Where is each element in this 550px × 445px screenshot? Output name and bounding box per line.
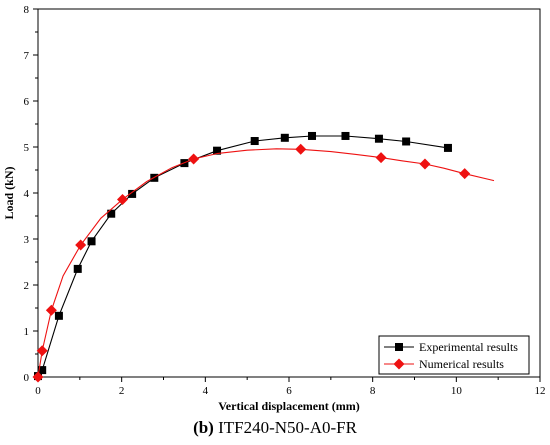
legend-diamond-marker bbox=[393, 358, 405, 370]
numerical-point bbox=[32, 371, 44, 383]
x-tick-label: 8 bbox=[370, 385, 376, 397]
x-tick-label: 2 bbox=[119, 385, 125, 397]
series-numerical bbox=[32, 143, 495, 383]
experimental-point bbox=[38, 366, 47, 375]
x-tick-label: 4 bbox=[203, 385, 209, 397]
x-axis-label: Vertical displacement (mm) bbox=[218, 399, 360, 413]
numerical-point bbox=[295, 143, 307, 155]
numerical-line bbox=[37, 148, 495, 378]
y-tick-label: 7 bbox=[24, 50, 30, 62]
series-layer bbox=[32, 131, 495, 383]
legend-label: Numerical results bbox=[419, 357, 504, 371]
experimental-point bbox=[213, 146, 222, 155]
x-tick-label: 0 bbox=[35, 385, 41, 397]
numerical-point bbox=[375, 152, 387, 164]
y-axis-label: Load (kN) bbox=[2, 166, 16, 219]
x-tick-label: 10 bbox=[451, 385, 463, 397]
y-tick-label: 1 bbox=[24, 326, 30, 338]
y-tick-label: 8 bbox=[24, 4, 30, 16]
caption-label: (b) bbox=[193, 418, 214, 437]
experimental-point bbox=[374, 134, 383, 143]
figure-caption: (b) ITF240-N50-A0-FR bbox=[0, 418, 550, 438]
experimental-point bbox=[107, 209, 116, 218]
numerical-point bbox=[45, 304, 57, 316]
legend-label: Experimental results bbox=[419, 340, 518, 354]
experimental-point bbox=[128, 189, 137, 198]
experimental-point bbox=[87, 237, 96, 246]
experimental-point bbox=[443, 143, 452, 152]
y-tick-label: 3 bbox=[24, 234, 30, 246]
caption-text: ITF240-N50-A0-FR bbox=[218, 418, 357, 437]
experimental-point bbox=[308, 131, 317, 140]
experimental-point bbox=[280, 133, 289, 142]
y-tick-label: 4 bbox=[24, 188, 30, 200]
legend-square-marker bbox=[395, 343, 403, 351]
y-tick-label: 6 bbox=[24, 96, 30, 108]
numerical-point bbox=[117, 193, 129, 205]
y-tick-label: 5 bbox=[24, 142, 30, 154]
numerical-point bbox=[75, 239, 87, 251]
numerical-point bbox=[188, 153, 200, 165]
legend: Experimental results Numerical results bbox=[378, 335, 530, 375]
experimental-point bbox=[73, 264, 82, 273]
y-tick-label: 0 bbox=[24, 372, 30, 384]
y-tick-label: 2 bbox=[24, 280, 30, 292]
plot-frame bbox=[37, 8, 541, 378]
x-tick-label: 12 bbox=[535, 385, 546, 397]
experimental-point bbox=[402, 137, 411, 146]
experimental-point bbox=[341, 131, 350, 140]
x-tick-label: 6 bbox=[286, 385, 292, 397]
legend-box bbox=[378, 335, 530, 375]
numerical-point bbox=[36, 345, 48, 357]
experimental-point bbox=[54, 311, 63, 320]
numerical-point bbox=[459, 168, 471, 180]
numerical-point bbox=[419, 158, 431, 170]
experimental-point bbox=[250, 137, 259, 146]
